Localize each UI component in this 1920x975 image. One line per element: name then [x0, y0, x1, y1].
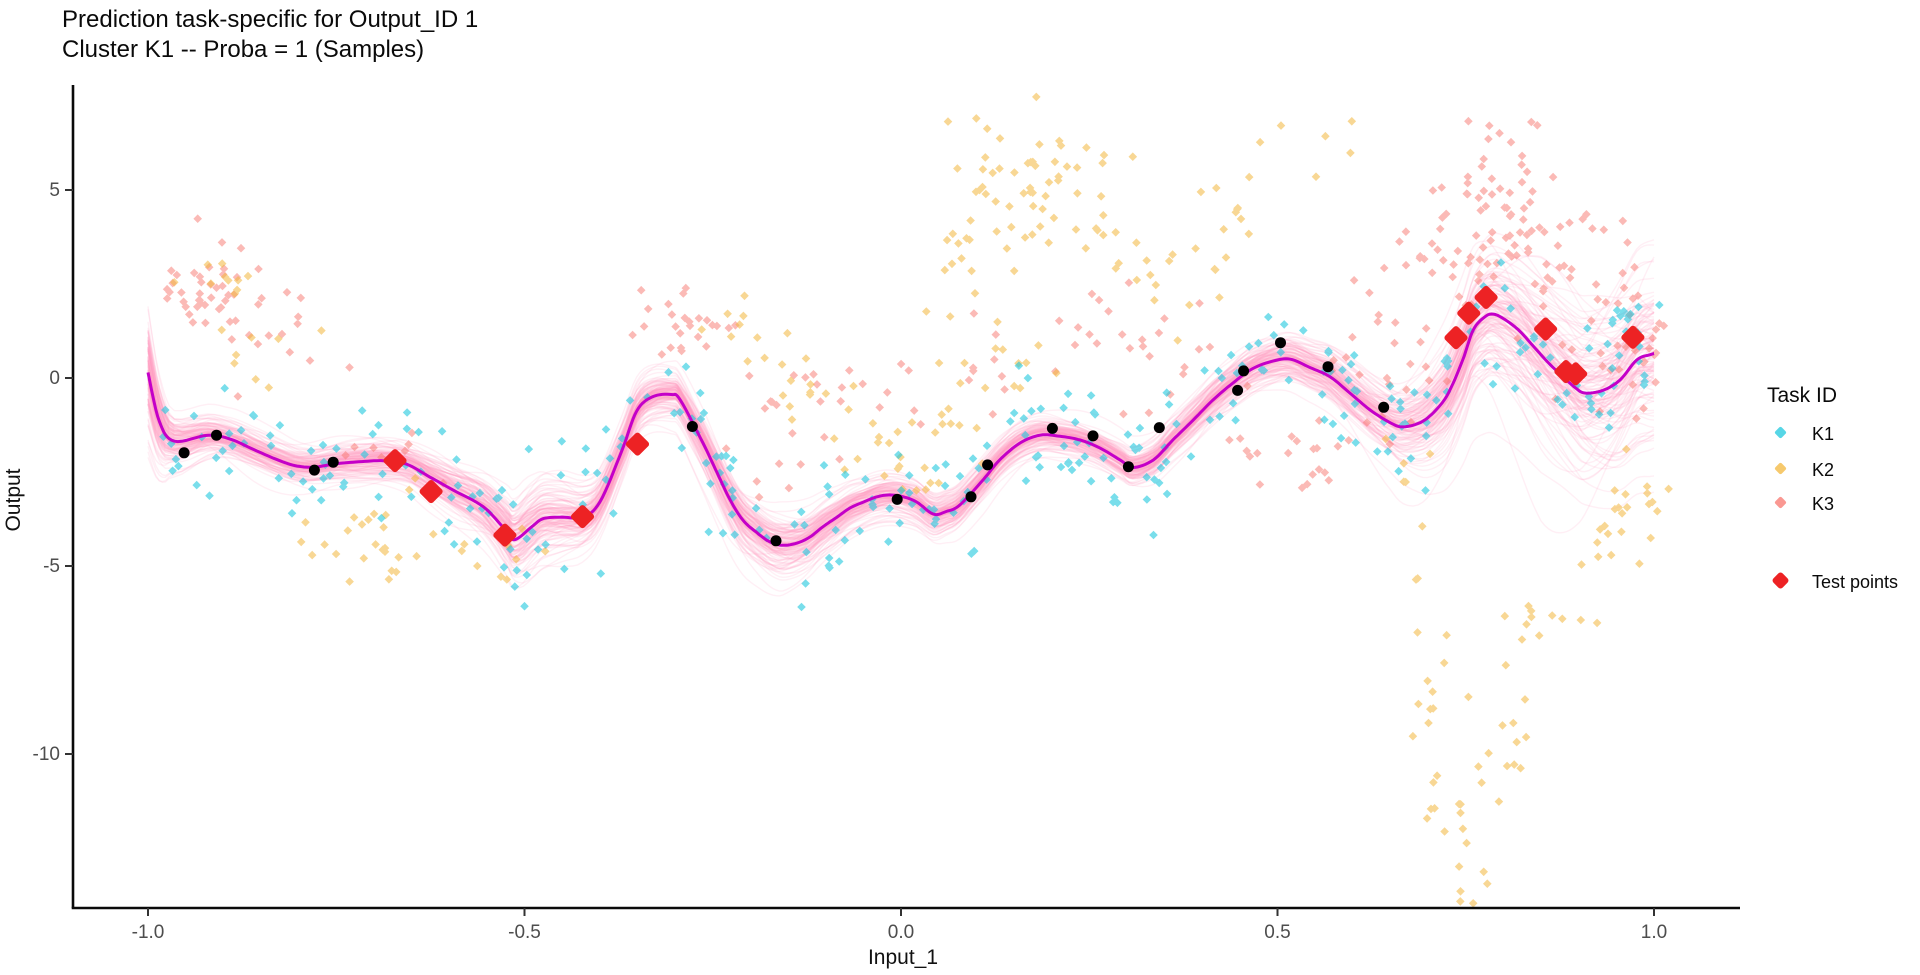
tick-labels: -1.0 -0.5 0.0 0.5 1.0 5 0 -5 -10 [33, 180, 1668, 943]
observed-point [1322, 361, 1334, 373]
legend-item-label: K1 [1812, 424, 1835, 444]
observed-point [965, 491, 977, 503]
axes [71, 85, 1740, 910]
tick-marks [65, 189, 1655, 916]
test-point [419, 479, 443, 504]
observed-point [1378, 401, 1390, 413]
test-point [1534, 317, 1558, 341]
observed-point [178, 447, 190, 459]
observed-point [308, 464, 320, 476]
y-tick-label: -5 [43, 556, 60, 577]
chart-subtitle: Cluster K1 -- Proba = 1 (Samples) [62, 36, 425, 63]
test-point [1474, 285, 1498, 309]
test-point [383, 449, 407, 473]
observed-point [1153, 422, 1165, 434]
observed-point [1232, 384, 1244, 396]
x-tick-label: 1.0 [1641, 922, 1667, 943]
mean-prediction-curve [146, 312, 1655, 547]
test-point [1457, 301, 1481, 325]
observed-point [1046, 422, 1058, 434]
x-axis-label: Input_1 [867, 946, 939, 969]
observed-point [770, 535, 782, 547]
test-points-icon [1771, 571, 1791, 591]
observed-point [1087, 430, 1099, 442]
k3-diamond-icon [1771, 493, 1791, 513]
y-tick-label: -10 [33, 744, 60, 765]
x-tick-label: -0.5 [508, 922, 541, 943]
observed-point [891, 493, 903, 505]
x-tick-label: 0.0 [888, 922, 914, 943]
y-tick-label: 5 [49, 180, 60, 201]
y-axis-label: Output [2, 468, 25, 532]
test-point [493, 523, 517, 547]
observed-point [1275, 337, 1286, 349]
legend-item-label: Test points [1812, 572, 1899, 592]
sample-curves [147, 232, 1655, 597]
legend-item-label: K2 [1812, 460, 1835, 480]
observed-point [327, 456, 339, 468]
x-tick-label: -1.0 [132, 922, 165, 943]
observed-points [178, 337, 1390, 547]
chart-title: Prediction task-specific for Output_ID 1 [62, 6, 479, 33]
observed-point [211, 429, 222, 441]
legend-item-label: K3 [1812, 494, 1835, 514]
observed-point [1238, 365, 1250, 377]
plot-panel [146, 92, 1673, 908]
test-point [625, 432, 650, 456]
observed-point [1122, 461, 1134, 473]
test-points [383, 285, 1645, 547]
y-tick-label: 0 [49, 368, 60, 389]
k1-diamond-icon [1771, 423, 1791, 443]
legend-title: Task ID [1767, 384, 1838, 407]
test-point [570, 505, 595, 529]
x-tick-label: 0.5 [1264, 922, 1290, 943]
observed-point [686, 421, 698, 432]
observed-point [982, 459, 994, 471]
test-point [1564, 362, 1588, 386]
k2-diamond-icon [1771, 459, 1791, 479]
test-point [1621, 325, 1645, 349]
test-point [1444, 326, 1468, 350]
